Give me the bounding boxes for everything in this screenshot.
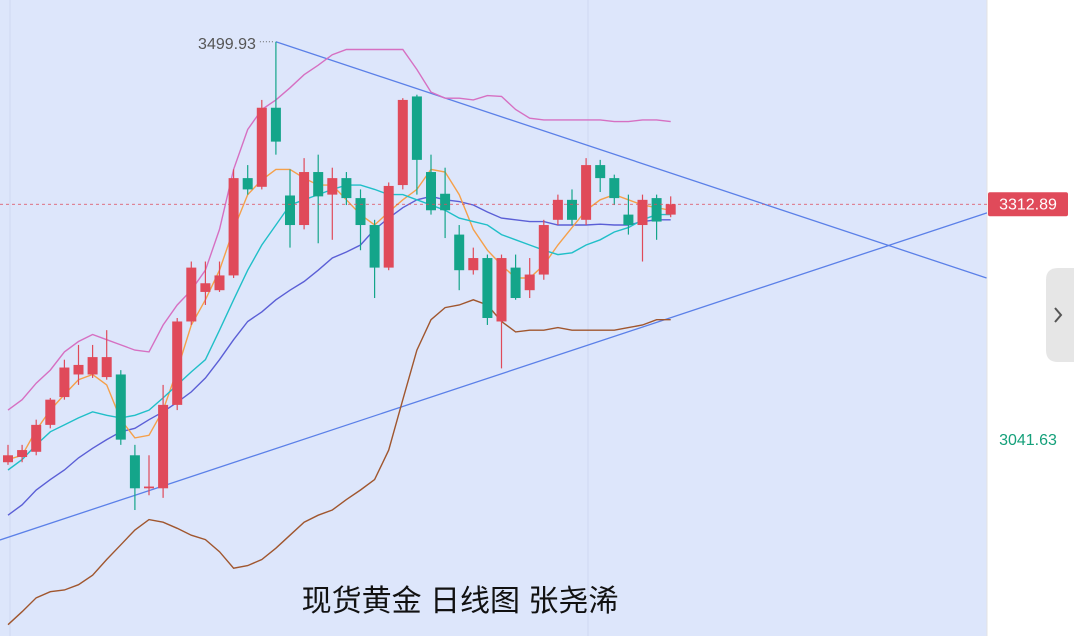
candle-body bbox=[482, 258, 493, 318]
candle-body bbox=[327, 178, 338, 195]
candle-body bbox=[17, 450, 28, 458]
candle-body bbox=[144, 486, 154, 489]
trend-line bbox=[275, 41, 987, 279]
candle-body bbox=[87, 357, 98, 375]
candle-body bbox=[411, 96, 422, 160]
candle-body bbox=[158, 404, 169, 489]
chevron-icon[interactable] bbox=[1054, 307, 1063, 323]
candle-body bbox=[538, 225, 549, 275]
candle-body bbox=[242, 178, 253, 190]
candle-body bbox=[214, 275, 225, 291]
candle-body bbox=[581, 165, 592, 220]
candle-body bbox=[285, 195, 295, 226]
candle-body bbox=[567, 199, 577, 220]
candle-body bbox=[313, 172, 324, 197]
plot-layer bbox=[0, 41, 988, 626]
candle-body bbox=[609, 178, 620, 199]
candle-body bbox=[299, 172, 310, 226]
candle-body bbox=[637, 199, 648, 226]
candle-body bbox=[45, 399, 56, 425]
candle-body bbox=[172, 321, 183, 405]
candle-body bbox=[440, 193, 451, 211]
candle-body bbox=[256, 107, 267, 187]
candle-body bbox=[355, 198, 366, 226]
candle-body bbox=[524, 274, 535, 291]
candle-body bbox=[115, 374, 126, 440]
candle-body bbox=[454, 234, 465, 271]
candle-body bbox=[3, 455, 13, 463]
candle-body bbox=[651, 198, 662, 222]
candle-body bbox=[369, 225, 380, 268]
candle-body bbox=[383, 185, 394, 268]
candle-body bbox=[426, 172, 436, 211]
candle-body bbox=[228, 178, 239, 276]
candle-body bbox=[341, 178, 352, 199]
plot-area bbox=[0, 0, 987, 636]
high-label: 3499.93 bbox=[198, 36, 256, 53]
candle-body bbox=[397, 99, 408, 186]
candle-body bbox=[595, 165, 606, 179]
candle-body bbox=[510, 267, 521, 299]
candle-body bbox=[665, 204, 676, 215]
candle-body bbox=[73, 364, 84, 375]
candle-body bbox=[59, 367, 70, 398]
candle-body bbox=[31, 424, 42, 452]
indicator-line bbox=[7, 299, 671, 626]
candle-body bbox=[468, 258, 479, 271]
candle-body bbox=[496, 258, 507, 322]
chart-title: 现货黄金 日线图 张尧浠 bbox=[302, 585, 619, 618]
candle-body bbox=[270, 107, 281, 142]
candle-body bbox=[623, 214, 634, 226]
price-level-label: 3041.63 bbox=[999, 432, 1057, 449]
indicator-line bbox=[7, 48, 671, 411]
side-panel-toggle[interactable] bbox=[1046, 268, 1074, 362]
candle-body bbox=[186, 267, 197, 322]
candle-body bbox=[200, 283, 211, 292]
last-price-badge bbox=[988, 192, 1068, 217]
candle-body bbox=[129, 455, 140, 489]
candle-body bbox=[101, 357, 112, 378]
last-price-label: 3312.89 bbox=[999, 196, 1057, 213]
candle-body bbox=[552, 199, 563, 220]
